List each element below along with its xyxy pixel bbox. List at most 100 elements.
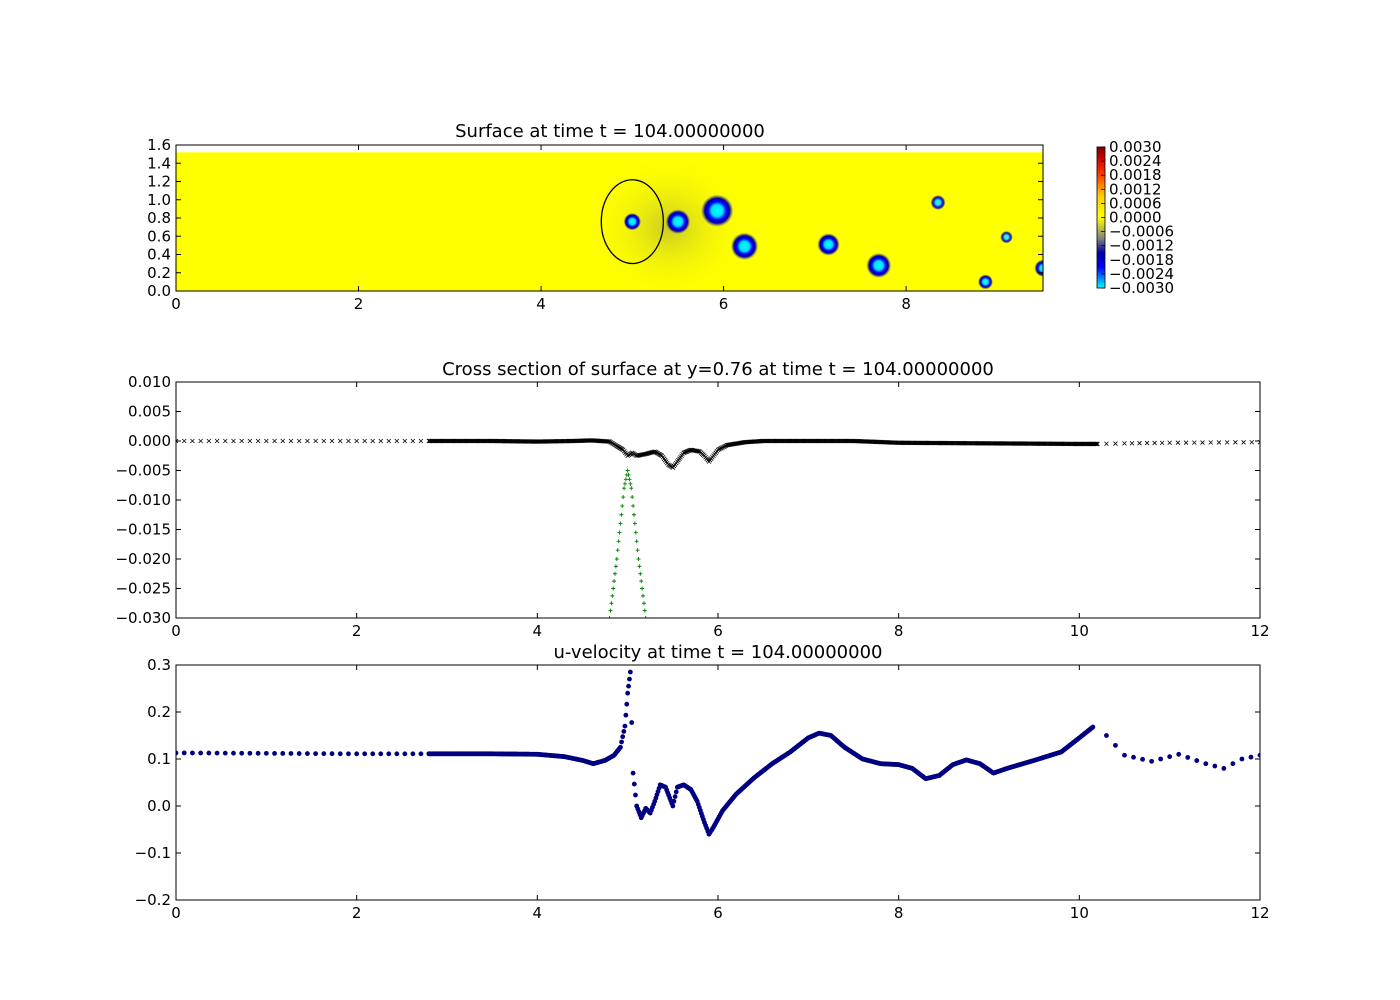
cross-section-x-marker [1137,440,1142,446]
u-velocity-point [1176,751,1182,757]
u-velocity-point [633,792,638,798]
2-xtick-label: 4 [533,904,543,922]
cross-section-x-marker [394,438,400,444]
cross-section-plus-marker [632,521,637,526]
u-velocity-point [670,803,676,809]
1-ytick-label: −0.030 [115,609,171,627]
cross-section-x-marker [1208,440,1214,445]
1-ytick-label: 0.010 [128,373,171,391]
u-velocity-point [624,701,630,707]
colorbar-tick-label: 0.0006 [1109,194,1162,212]
u-velocity-point [296,751,302,756]
cross-section-plus-marker [620,503,625,508]
cross-section-title: Cross section of surface at y=0.76 at ti… [442,359,994,380]
cross-section-x-marker [198,438,203,444]
1-xtick-label: 12 [1250,622,1269,640]
cross-section-y-axis: 0.010 0.005 0.000 −0.005 −0.010 −0.015 −0.020 −… [115,373,1260,627]
2-ytick-label: 0.3 [147,656,171,674]
u-velocity-point [1122,752,1127,758]
cross-section-x-marker [280,438,286,444]
cross-section-plus-marker [629,486,634,491]
0-ytick-label: 0.8 [147,209,171,227]
cross-section-x-marker [1144,440,1150,446]
surface-depression [700,194,734,228]
cross-section-surface-series [176,438,1260,470]
cross-section-plus-marker [625,468,630,473]
1-ytick-label: 0.005 [128,403,171,421]
cross-section-x-marker [1104,441,1109,447]
cross-section-x-marker [231,438,236,444]
cross-section-x-marker [239,438,244,444]
cross-section-x-marker [418,438,424,444]
u-velocity-point [1194,758,1200,763]
2-ytick-label: −0.1 [135,844,171,862]
cross-section-plus-marker [613,571,618,576]
colorbar-tick-label: 0.0030 [1109,138,1162,156]
cross-section-plus-marker [640,586,645,591]
u-velocity-point [263,750,269,756]
cross-section-plus-marker [631,512,636,517]
u-velocity-point [627,669,633,675]
u-velocity-point [1257,752,1260,758]
1-xtick-label: 2 [352,622,362,640]
cross-section-plot-bg [176,382,1260,618]
u-velocity-point [1167,754,1173,760]
cross-section-x-marker [255,438,261,444]
colorbar-tick-label: 0.0024 [1109,152,1162,170]
0-xtick-label: 2 [354,295,364,313]
cross-section-plus-marker [618,521,623,526]
u-velocity-point [418,751,424,757]
colorbar-tick-label: −0.0030 [1109,279,1174,297]
u-velocity-point [394,751,400,757]
u-velocity-point [410,751,416,757]
cross-section-x-marker [288,438,294,444]
cross-section-x-marker [222,438,228,444]
2-xtick-label: 10 [1070,904,1089,922]
u-velocity-point [618,744,623,750]
u-velocity-point [239,750,245,756]
u-velocity-y-axis: 0.3 0.2 0.1 0.0 −0.1 −0.2 [135,656,1260,909]
u-velocity-point [280,751,286,756]
u-velocity-point [631,781,637,787]
colorbar-tick-label: −0.0006 [1109,223,1174,241]
cross-section-x-marker [190,438,195,444]
colorbar-tick-label: 0.0000 [1109,209,1162,227]
u-velocity-point [623,712,629,718]
cross-section-plus-marker [637,564,642,569]
cross-section-x-marker [386,438,392,444]
cross-section-plus-marker [635,548,640,553]
u-velocity-point [673,789,679,795]
colorbar-tick-label: 0.0012 [1109,180,1162,198]
cross-section-plus-marker [627,477,632,482]
cross-section-plus-marker [621,495,626,500]
surface-y-axis: 0.00.20.40.60.81.01.21.41.6 [147,136,1043,300]
u-velocity-point [620,734,626,740]
u-velocity-point [321,751,327,757]
u-velocity-point [1185,755,1191,760]
cross-section-plus-marker [638,571,643,576]
u-velocity-point [362,751,368,757]
2-ytick-label: −0.2 [135,891,171,909]
u-velocity-panel: u-velocity at time t = 104.00000000 0 2 4 6… [135,642,1270,922]
surface-title: Surface at time t = 104.00000000 [455,121,765,142]
cross-section-x-marker [337,438,343,444]
cross-section-plus-marker [634,539,639,544]
cross-section-x-marker [354,438,359,444]
2-ytick-label: 0.1 [147,750,171,768]
surface-depression [817,232,841,256]
cross-section-x-marker [1129,440,1135,446]
cross-section-x-axis: 0 2 4 6 8 10 12 [171,382,1270,640]
u-velocity-title: u-velocity at time t = 104.00000000 [554,642,883,663]
cross-section-plus-marker [614,557,619,561]
u-velocity-point [1140,756,1145,762]
u-velocity-point [625,690,631,696]
cross-section-plus-marker [623,477,628,482]
u-velocity-point [329,751,335,757]
cross-section-x-marker [1152,440,1157,446]
1-ytick-label: −0.015 [115,521,171,539]
0-ytick-label: 1.4 [147,154,171,172]
cross-section-plus-marker [626,472,631,477]
cross-section-plus-marker [642,608,647,613]
cross-section-plus-marker [611,586,616,591]
cross-section-plus-marker [615,548,620,553]
